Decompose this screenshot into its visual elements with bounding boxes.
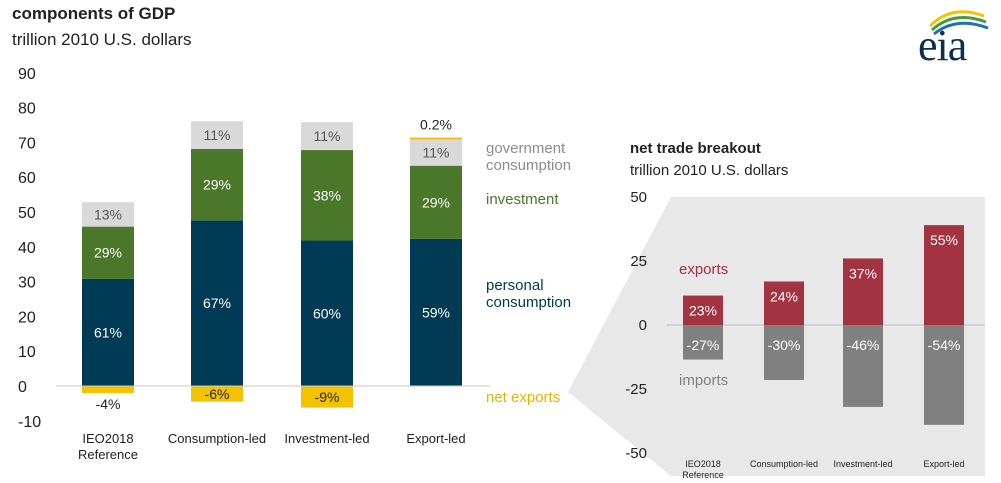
inset-bar-label-exports: 37%	[849, 265, 877, 281]
inset-x-category-label: Consumption-led	[750, 459, 818, 469]
y-tick-label: 40	[18, 240, 36, 257]
bar-label-personal: 60%	[313, 305, 341, 321]
chart-subtitle: trillion 2010 U.S. dollars	[12, 30, 192, 49]
bar-segment-investment	[301, 150, 353, 241]
chart-title: components of GDP	[12, 4, 176, 23]
eia-logo-text: eia	[918, 21, 967, 70]
bar-label-personal: 67%	[203, 295, 231, 311]
bar-label-net_exports: 0.2%	[420, 117, 452, 133]
inset-y-tick-label: 50	[630, 189, 647, 206]
inset-bar-label-imports: -27%	[687, 337, 720, 353]
legend-label-investment: investment	[486, 191, 559, 208]
inset-y-tick-label: 25	[630, 253, 647, 270]
inset-bar-exports	[843, 258, 883, 325]
y-tick-label: -10	[18, 414, 41, 431]
bar-segment-net_exports	[301, 386, 353, 408]
inset-legend-exports: exports	[679, 261, 728, 278]
bar-label-investment: 29%	[422, 194, 450, 210]
bar-label-investment: 29%	[94, 245, 122, 261]
eia-logo-icon	[928, 10, 989, 36]
inset-bar-label-exports: 24%	[770, 288, 798, 304]
bar-label-government: 11%	[423, 145, 450, 161]
y-tick-label: 10	[18, 344, 36, 361]
inset-title: net trade breakout	[630, 140, 761, 157]
y-tick-label: 30	[18, 275, 36, 292]
inset-y-tick-label: -50	[625, 445, 647, 462]
bar-segment-net_exports	[410, 137, 462, 140]
bar-segment-personal	[82, 278, 134, 386]
inset-bar-label-imports: -54%	[928, 337, 961, 353]
bar-segment-government	[301, 122, 353, 151]
y-tick-label: 50	[18, 205, 36, 222]
bar-label-personal: 61%	[94, 324, 122, 340]
bar-label-net_exports: -4%	[96, 396, 121, 412]
y-tick-label: 60	[18, 170, 36, 187]
bar-segment-investment	[410, 165, 462, 239]
inset-y-tick-label: 0	[639, 317, 647, 334]
bar-segment-investment	[82, 226, 134, 279]
inset-bar-exports	[764, 281, 804, 325]
inset-bar-imports	[683, 325, 723, 360]
x-category-label: Reference	[78, 447, 138, 462]
bar-segment-personal	[191, 220, 243, 386]
legend-label-personal: personal	[486, 277, 544, 294]
inset-bar-exports	[924, 225, 964, 325]
bar-label-government: 13%	[94, 206, 122, 222]
inset-bar-imports	[924, 325, 964, 425]
inset-bar-label-exports: 23%	[689, 303, 717, 319]
inset-y-tick-label: -25	[625, 381, 647, 398]
bar-label-investment: 29%	[203, 177, 231, 193]
bar-segment-government	[410, 139, 462, 166]
inset-subtitle: trillion 2010 U.S. dollars	[630, 162, 789, 179]
x-category-label: Export-led	[406, 431, 465, 446]
legend-label-government: government	[486, 140, 566, 157]
bar-segment-net_exports	[82, 386, 134, 393]
inset-x-category-label: Reference	[682, 470, 724, 480]
inset-bar-label-imports: -46%	[847, 337, 880, 353]
bar-label-personal: 59%	[422, 304, 450, 320]
bar-segment-government	[82, 202, 134, 227]
inset-bar-imports	[764, 325, 804, 381]
legend-label-government: consumption	[486, 157, 571, 174]
bar-segment-personal	[301, 240, 353, 386]
inset-x-category-label: IEO2018	[685, 459, 721, 469]
x-category-label: IEO2018	[82, 431, 133, 446]
bar-label-net_exports: -9%	[315, 389, 340, 405]
inset-x-category-label: Investment-led	[833, 459, 892, 469]
bar-segment-net_exports	[191, 386, 243, 402]
inset-x-category-label: Export-led	[923, 459, 964, 469]
x-category-label: Consumption-led	[168, 431, 266, 446]
inset-bar-label-exports: 55%	[930, 232, 958, 248]
y-tick-label: 20	[18, 309, 36, 326]
x-category-label: Investment-led	[284, 431, 369, 446]
y-tick-label: 90	[18, 66, 36, 83]
bar-label-investment: 38%	[313, 187, 341, 203]
inset-bar-label-imports: -30%	[768, 337, 801, 353]
bar-label-government: 11%	[204, 127, 231, 143]
bar-segment-investment	[191, 149, 243, 221]
legend-label-personal: consumption	[486, 294, 571, 311]
bar-segment-personal	[410, 238, 462, 386]
bar-label-government: 11%	[314, 128, 341, 144]
legend-label-net_exports: net exports	[486, 389, 560, 406]
y-tick-label: 70	[18, 135, 36, 152]
y-tick-label: 80	[18, 101, 36, 118]
y-tick-label: 0	[18, 379, 27, 396]
bar-segment-government	[191, 121, 243, 150]
bar-label-net_exports: -6%	[205, 386, 230, 402]
inset-legend-imports: imports	[679, 372, 728, 389]
inset-bar-imports	[843, 325, 883, 407]
inset-bar-exports	[683, 295, 723, 325]
